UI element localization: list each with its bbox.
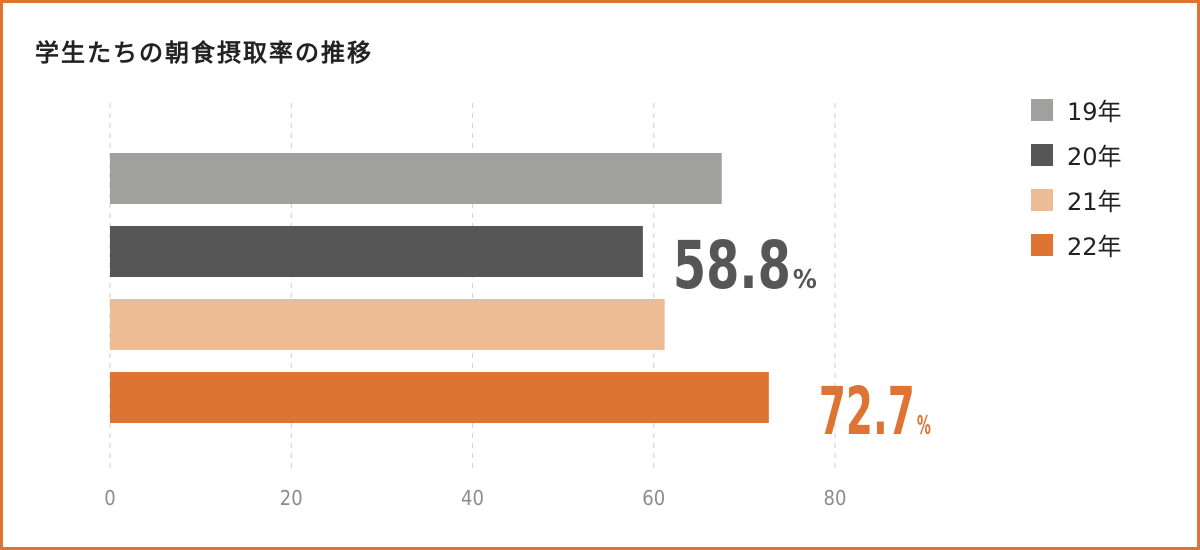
legend-label: 20年: [1067, 143, 1122, 171]
chart-title: 学生たちの朝食摂取率の推移: [35, 39, 373, 67]
x-tick-label: 0: [104, 486, 115, 510]
bar: [110, 299, 665, 350]
bar-value-label: 72.7: [819, 373, 915, 450]
bar: [110, 226, 643, 277]
bar-value-unit: %: [793, 265, 817, 295]
legend-item-19: 19年: [1031, 87, 1122, 132]
legend-label: 22年: [1067, 233, 1122, 261]
x-tick-label: 20: [280, 486, 303, 510]
bar-value-label: 58.8: [673, 227, 791, 304]
legend-swatch: [1031, 98, 1053, 121]
legend-item-21: 21年: [1031, 177, 1122, 222]
bar-value-unit: %: [917, 411, 931, 441]
bar: [110, 153, 722, 204]
x-tick-label: 80: [824, 486, 847, 510]
bar: [110, 372, 769, 423]
legend-swatch: [1031, 233, 1053, 256]
legend-label: 19年: [1067, 98, 1122, 126]
legend-item-22: 22年: [1031, 222, 1122, 267]
legend-item-20: 20年: [1031, 132, 1122, 177]
x-tick-label: 40: [461, 486, 484, 510]
x-tick-label: 60: [642, 486, 665, 510]
legend-swatch: [1031, 143, 1053, 166]
legend: 19年 20年 21年 22年: [1031, 87, 1122, 267]
legend-swatch: [1031, 188, 1053, 211]
legend-label: 21年: [1067, 188, 1122, 216]
